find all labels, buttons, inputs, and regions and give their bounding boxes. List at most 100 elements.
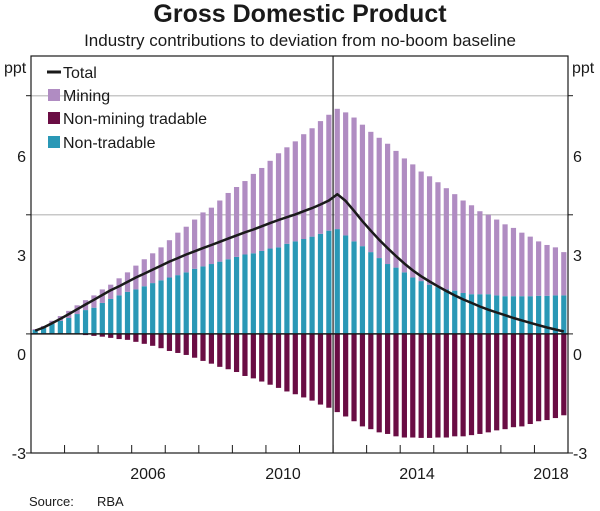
bar-non-tradable — [116, 295, 122, 334]
bar-mining — [301, 134, 307, 240]
bar-non-tradable — [49, 323, 55, 334]
bar-non-tradable — [452, 290, 458, 334]
bar-non-mining-tradable — [225, 333, 231, 370]
bar-non-tradable — [426, 284, 433, 334]
bar-non-tradable — [326, 230, 332, 334]
bar-non-mining-tradable — [536, 333, 542, 422]
bar-mining — [494, 219, 500, 296]
x-tick-label: 2006 — [130, 466, 166, 483]
bar-non-tradable — [510, 296, 517, 334]
bar-non-tradable — [317, 233, 324, 334]
bar-mining — [527, 236, 533, 297]
bar-non-tradable — [74, 314, 80, 334]
bar-non-mining-tradable — [552, 333, 559, 419]
y-tick-label-left: -3 — [12, 446, 26, 463]
bar-non-mining-tradable — [326, 333, 332, 408]
legend-non-tradable-swatch — [48, 136, 60, 148]
bar-mining — [410, 164, 416, 278]
bar-mining — [343, 112, 349, 236]
bar-mining — [158, 247, 164, 281]
bar-non-mining-tradable — [561, 333, 567, 416]
bar-non-tradable — [418, 281, 424, 334]
legend-non-mining-tradable-swatch — [48, 112, 60, 124]
bar-mining — [485, 214, 491, 295]
bar-non-tradable — [267, 248, 273, 334]
bar-non-mining-tradable — [175, 333, 181, 353]
bar-non-tradable — [32, 329, 38, 334]
bar-non-mining-tradable — [334, 333, 340, 413]
bar-non-tradable — [275, 247, 282, 334]
bar-non-mining-tradable — [502, 333, 508, 430]
x-tick-label: 2018 — [533, 466, 569, 483]
bar-non-mining-tradable — [208, 333, 214, 364]
bar-non-tradable — [108, 298, 114, 334]
bar-mining — [502, 224, 508, 297]
bar-non-tradable — [292, 241, 298, 334]
y-tick-label-left: 3 — [17, 248, 26, 265]
x-tick-label: 2014 — [399, 466, 435, 483]
bar-mining — [250, 173, 256, 254]
bar-non-tradable — [166, 277, 173, 334]
bar-mining — [192, 219, 198, 269]
bar-non-tradable — [544, 295, 550, 334]
bar-non-tradable — [561, 295, 567, 334]
x-tick-label: 2010 — [265, 466, 301, 483]
bar-non-mining-tradable — [192, 333, 198, 358]
bar-non-mining-tradable — [410, 333, 416, 438]
bar-mining — [242, 181, 248, 255]
bar-mining — [418, 171, 424, 282]
bar-non-tradable — [401, 272, 407, 334]
bar-non-tradable — [233, 256, 240, 334]
bar-mining — [275, 153, 282, 248]
bar-non-tradable — [343, 235, 349, 334]
bar-non-tradable — [208, 264, 214, 334]
bar-non-tradable — [200, 266, 206, 334]
bar-mining — [326, 114, 332, 231]
bar-mining — [477, 211, 483, 295]
bar-mining — [166, 240, 173, 278]
bar-non-mining-tradable — [183, 333, 189, 355]
bar-non-tradable — [91, 307, 97, 334]
bar-mining — [108, 284, 114, 299]
bar-mining — [91, 295, 97, 308]
bar-non-mining-tradable — [443, 333, 449, 438]
legend-non-mining-tradable-label: Non-mining tradable — [63, 111, 207, 128]
bar-non-tradable — [225, 259, 231, 334]
y-tick-label-right: -3 — [573, 446, 587, 463]
source-note: Source: RBA — [29, 494, 124, 509]
bar-mining — [208, 207, 214, 265]
bar-mining — [426, 176, 433, 285]
bar-non-mining-tradable — [292, 333, 298, 395]
bar-mining — [233, 187, 240, 257]
bar-non-tradable — [376, 258, 382, 334]
bar-non-mining-tradable — [426, 333, 433, 438]
bar-mining — [225, 192, 231, 260]
bar-non-mining-tradable — [519, 333, 525, 427]
bar-non-mining-tradable — [368, 333, 374, 430]
legend-mining-swatch — [48, 89, 60, 101]
bar-non-tradable — [527, 296, 533, 334]
bar-non-mining-tradable — [418, 333, 424, 438]
bar-non-tradable — [485, 294, 491, 334]
bar-non-mining-tradable — [267, 333, 273, 385]
bar-mining — [175, 232, 181, 276]
bar-mining — [183, 226, 189, 273]
bar-non-mining-tradable — [150, 333, 156, 346]
bar-non-tradable — [519, 296, 525, 334]
legend-total-label: Total — [63, 65, 97, 82]
bar-non-mining-tradable — [452, 333, 458, 437]
bar-non-mining-tradable — [116, 333, 122, 340]
bar-mining — [552, 247, 559, 296]
bar-non-mining-tradable — [133, 333, 139, 342]
bar-non-tradable — [250, 253, 256, 334]
legend-mining-label: Mining — [63, 88, 110, 105]
bar-non-tradable — [99, 302, 105, 334]
bar-non-tradable — [66, 318, 72, 334]
bar-mining — [334, 108, 340, 230]
bar-non-tradable — [435, 287, 441, 334]
bar-mining — [376, 137, 382, 259]
bar-mining — [317, 121, 324, 234]
bar-non-mining-tradable — [485, 333, 491, 433]
bar-mining — [284, 147, 290, 244]
bar-mining — [393, 150, 399, 268]
